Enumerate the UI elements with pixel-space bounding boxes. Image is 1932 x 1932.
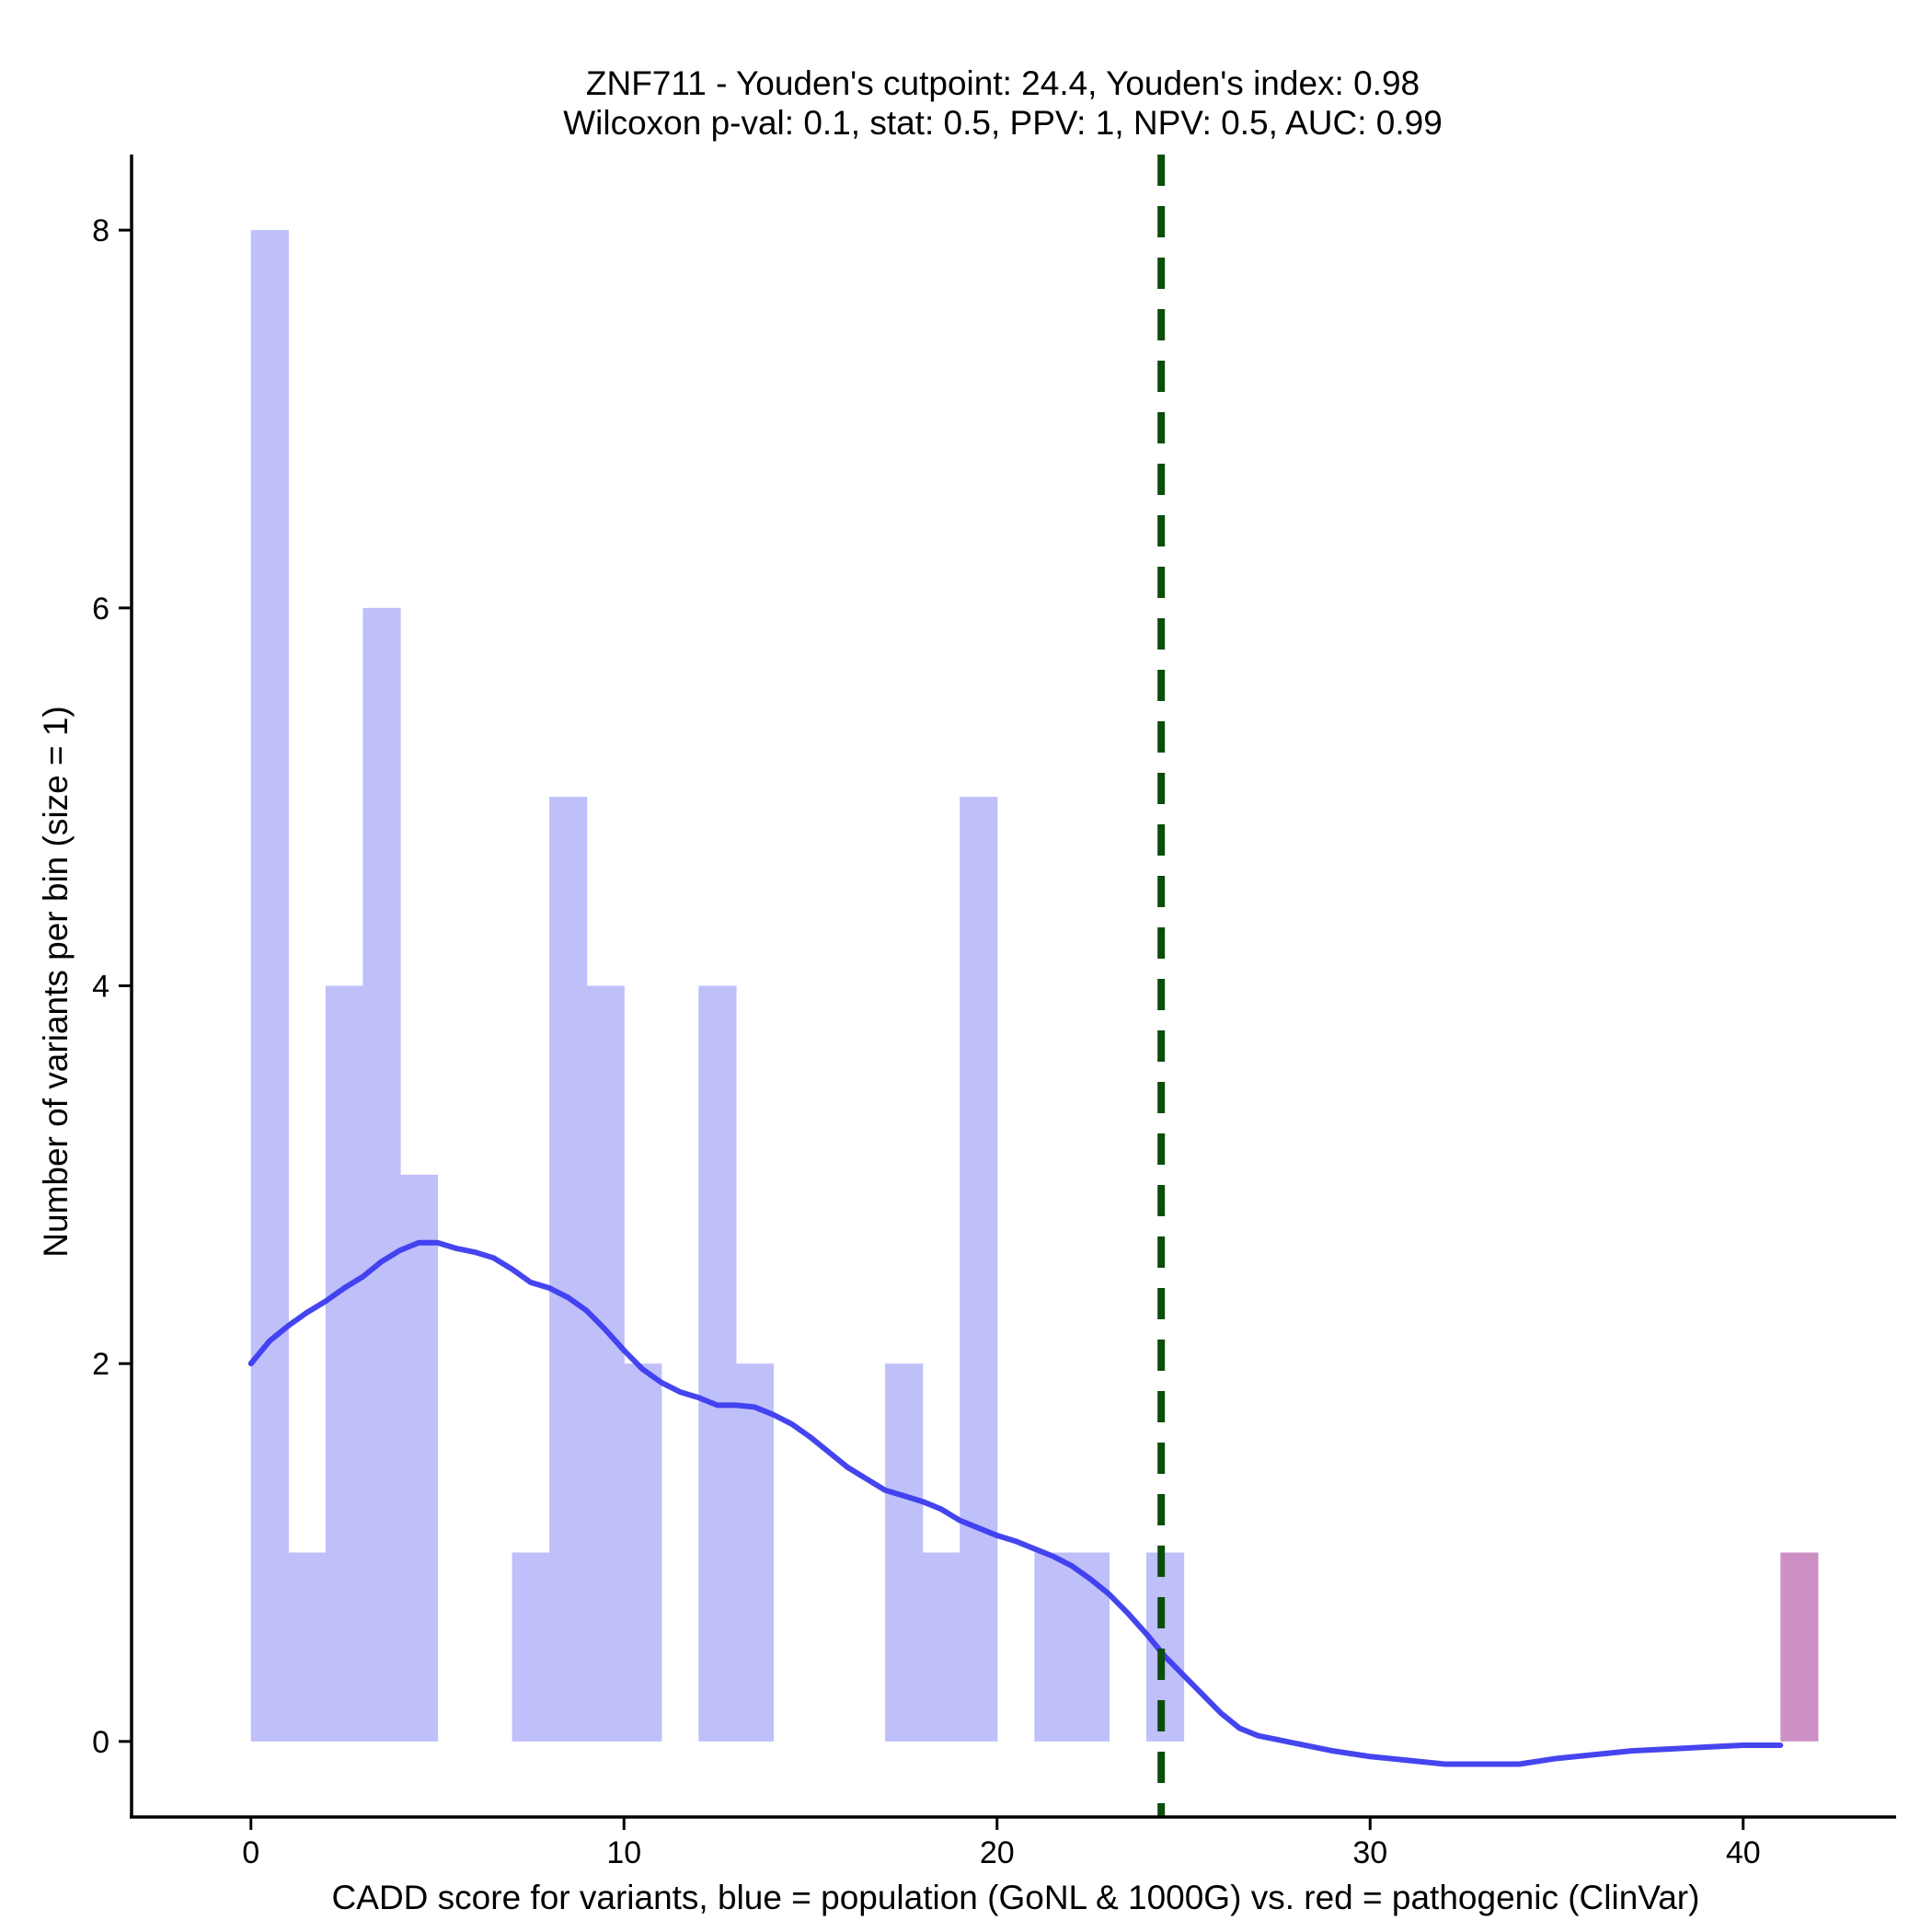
y-tick-label-4: 4 <box>92 970 109 1005</box>
population-bar-19 <box>960 797 998 1742</box>
population-bar-8 <box>549 797 588 1742</box>
population-bar-9 <box>586 985 625 1742</box>
x-axis-label: CADD score for variants, blue = populati… <box>332 1879 1700 1916</box>
x-tick-label-10: 10 <box>606 1835 641 1870</box>
population-bar-0 <box>250 230 289 1742</box>
x-tick-label-40: 40 <box>1726 1835 1761 1870</box>
x-tick-label-30: 30 <box>1352 1835 1387 1870</box>
chart-title-line-1: ZNF711 - Youden's cutpoint: 24.4, Youden… <box>586 64 1420 102</box>
y-axis-ticks: 0 2 4 6 8 <box>92 213 132 1760</box>
population-bar-24 <box>1145 1552 1185 1742</box>
population-bar-21 <box>1034 1552 1073 1742</box>
population-bar-1 <box>288 1552 327 1742</box>
y-axis-label: Number of variants per bin (size = 1) <box>37 706 75 1257</box>
y-tick-label-8: 8 <box>92 213 109 248</box>
population-bar-18 <box>922 1552 960 1742</box>
x-tick-label-20: 20 <box>980 1835 1015 1870</box>
x-tick-label-0: 0 <box>242 1835 259 1870</box>
y-tick-label-2: 2 <box>92 1347 109 1382</box>
population-bar-13 <box>735 1363 775 1742</box>
population-bar-17 <box>885 1363 924 1742</box>
density-curve <box>247 1239 1784 1767</box>
x-axis-ticks: 0 10 20 30 40 <box>242 1817 1761 1870</box>
y-tick-label-0: 0 <box>92 1725 109 1760</box>
chart-title-line-2: Wilcoxon p-val: 0.1, stat: 0.5, PPV: 1, … <box>563 104 1443 142</box>
pathogenic-bar-41 <box>1780 1552 1819 1742</box>
population-bar-4 <box>399 1174 439 1742</box>
density-curve-layer <box>247 1239 1784 1767</box>
y-tick-label-6: 6 <box>92 592 109 627</box>
population-bar-2 <box>325 985 364 1742</box>
histogram-bars <box>250 230 1819 1742</box>
population-bar-12 <box>698 985 737 1742</box>
population-bar-10 <box>624 1363 662 1742</box>
population-bar-7 <box>512 1552 550 1742</box>
population-bar-22 <box>1071 1552 1110 1742</box>
population-bar-3 <box>362 607 401 1742</box>
